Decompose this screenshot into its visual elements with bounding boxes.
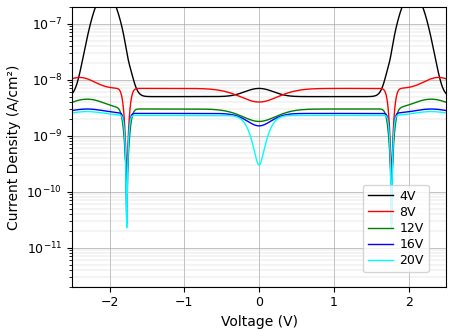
12V xyxy=(212,108,218,112)
8V xyxy=(69,77,75,81)
8V xyxy=(348,86,354,90)
4V xyxy=(443,91,449,95)
8V xyxy=(212,88,218,92)
4V xyxy=(137,92,143,96)
4V xyxy=(348,95,354,99)
20V xyxy=(294,114,299,118)
12V xyxy=(377,107,382,111)
8V xyxy=(313,87,318,91)
16V xyxy=(348,112,354,116)
12V xyxy=(313,107,318,111)
12V xyxy=(138,107,143,111)
8V xyxy=(389,172,394,176)
16V xyxy=(124,221,130,225)
4V xyxy=(313,95,318,99)
16V xyxy=(294,112,299,116)
20V xyxy=(69,111,75,115)
20V xyxy=(212,114,218,118)
20V xyxy=(84,110,90,114)
Line: 12V: 12V xyxy=(72,99,446,179)
8V xyxy=(137,86,143,90)
8V xyxy=(294,89,299,93)
16V xyxy=(313,112,318,116)
12V xyxy=(348,107,354,111)
4V xyxy=(377,90,382,94)
16V xyxy=(138,112,143,116)
16V xyxy=(69,109,75,113)
20V xyxy=(377,114,382,118)
8V xyxy=(77,75,82,79)
Line: 4V: 4V xyxy=(72,0,446,97)
12V xyxy=(69,100,75,104)
Y-axis label: Current Density (A/cm²): Current Density (A/cm²) xyxy=(7,64,21,229)
Legend: 4V, 8V, 12V, 16V, 20V: 4V, 8V, 12V, 16V, 20V xyxy=(363,185,429,272)
4V xyxy=(212,94,218,98)
12V xyxy=(443,100,449,104)
Line: 8V: 8V xyxy=(72,77,446,174)
20V xyxy=(348,114,354,118)
16V xyxy=(84,107,90,111)
12V xyxy=(84,97,90,101)
20V xyxy=(124,226,130,230)
12V xyxy=(124,177,130,181)
20V xyxy=(313,114,318,118)
Line: 20V: 20V xyxy=(72,112,446,228)
Line: 16V: 16V xyxy=(72,109,446,223)
4V xyxy=(69,91,75,95)
20V xyxy=(443,111,449,115)
16V xyxy=(212,112,218,116)
16V xyxy=(377,112,382,116)
8V xyxy=(377,86,382,90)
4V xyxy=(172,95,177,99)
4V xyxy=(294,94,299,98)
12V xyxy=(294,108,299,112)
X-axis label: Voltage (V): Voltage (V) xyxy=(221,315,298,329)
16V xyxy=(443,109,449,113)
8V xyxy=(443,77,449,81)
20V xyxy=(138,114,143,118)
